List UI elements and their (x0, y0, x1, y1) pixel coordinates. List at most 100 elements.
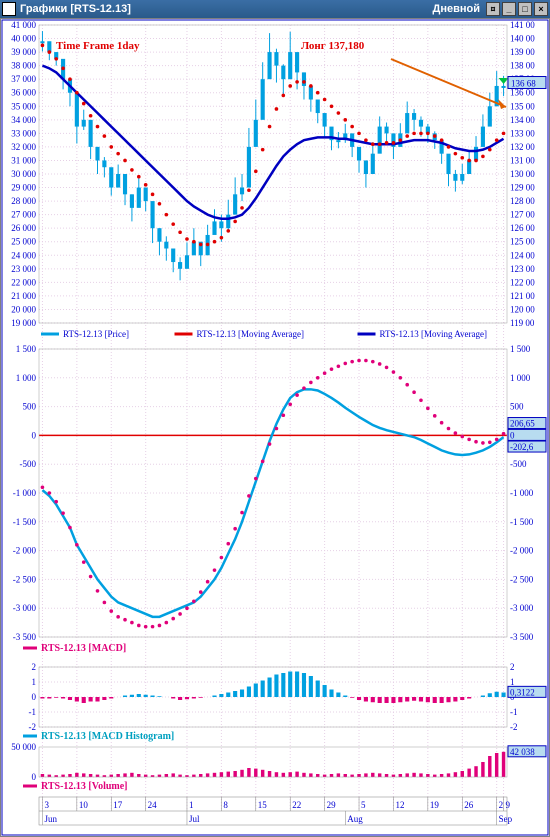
svg-text:RTS-12.13 [Price]: RTS-12.13 [Price] (63, 329, 129, 339)
svg-text:2: 2 (32, 662, 37, 672)
svg-text:40 000: 40 000 (11, 34, 36, 44)
svg-text:123 00: 123 00 (510, 264, 535, 274)
svg-text:50 000: 50 000 (11, 742, 36, 752)
svg-text:17: 17 (113, 800, 123, 810)
svg-text:0: 0 (32, 772, 37, 782)
svg-text:136 00: 136 00 (510, 88, 535, 98)
close-icon[interactable]: × (534, 2, 548, 16)
svg-text:125 00: 125 00 (510, 237, 535, 247)
svg-text:500: 500 (510, 402, 524, 412)
svg-text:28 000: 28 000 (11, 196, 36, 206)
svg-text:RTS-12.13 [Moving Average]: RTS-12.13 [Moving Average] (197, 329, 305, 339)
svg-text:120 00: 120 00 (510, 304, 535, 314)
svg-text:-3 500: -3 500 (13, 632, 37, 642)
svg-text:1 000: 1 000 (16, 373, 37, 383)
svg-text:-2 000: -2 000 (13, 546, 37, 556)
svg-text:-202,6: -202,6 (510, 442, 534, 452)
svg-text:-2 500: -2 500 (13, 574, 37, 584)
svg-text:33 000: 33 000 (11, 128, 36, 138)
svg-text:-500: -500 (20, 459, 37, 469)
svg-text:34 000: 34 000 (11, 115, 36, 125)
svg-text:30 000: 30 000 (11, 169, 36, 179)
svg-text:Jul: Jul (189, 814, 200, 824)
svg-text:1 500: 1 500 (16, 344, 37, 354)
svg-text:140 00: 140 00 (510, 34, 535, 44)
svg-text:20 000: 20 000 (11, 304, 36, 314)
svg-text:0,3122: 0,3122 (510, 687, 535, 697)
svg-text:141 00: 141 00 (510, 20, 535, 30)
svg-text:19 000: 19 000 (11, 318, 36, 328)
svg-text:-1 500: -1 500 (13, 517, 37, 527)
svg-text:12: 12 (395, 800, 404, 810)
svg-text:27 000: 27 000 (11, 210, 36, 220)
svg-text:5: 5 (361, 800, 366, 810)
svg-text:500: 500 (23, 402, 37, 412)
max-icon[interactable]: □ (518, 2, 532, 16)
svg-text:-1: -1 (510, 707, 518, 717)
svg-text:-3 000: -3 000 (13, 603, 37, 613)
svg-text:41 000: 41 000 (11, 20, 36, 30)
svg-text:RTS-12.13 [MACD Histogram]: RTS-12.13 [MACD Histogram] (41, 731, 174, 742)
titlebar[interactable]: Графики [RTS-12.13] Дневной ¤ _ □ × (0, 0, 550, 18)
pin-icon[interactable]: ¤ (486, 2, 500, 16)
svg-text:Sep: Sep (499, 814, 513, 824)
svg-text:132 00: 132 00 (510, 142, 535, 152)
svg-text:139 00: 139 00 (510, 47, 535, 57)
svg-text:134 00: 134 00 (510, 115, 535, 125)
min-icon[interactable]: _ (502, 2, 516, 16)
svg-text:15: 15 (258, 800, 268, 810)
svg-text:29: 29 (327, 800, 337, 810)
svg-text:1: 1 (510, 677, 515, 687)
svg-text:29 000: 29 000 (11, 183, 36, 193)
svg-text:1: 1 (189, 800, 194, 810)
svg-text:0: 0 (32, 430, 37, 440)
svg-text:127 00: 127 00 (510, 210, 535, 220)
svg-text:1 000: 1 000 (510, 373, 531, 383)
svg-text:31 000: 31 000 (11, 155, 36, 165)
svg-text:126 00: 126 00 (510, 223, 535, 233)
svg-text:-1 500: -1 500 (510, 517, 534, 527)
svg-text:130 00: 130 00 (510, 169, 535, 179)
svg-text:Time Frame 1day: Time Frame 1day (56, 40, 140, 52)
svg-text:-1 000: -1 000 (13, 488, 37, 498)
svg-text:25 000: 25 000 (11, 237, 36, 247)
svg-text:RTS-12.13 [Volume]: RTS-12.13 [Volume] (41, 781, 128, 792)
svg-text:24: 24 (148, 800, 158, 810)
svg-text:129 00: 129 00 (510, 183, 535, 193)
svg-text:-500: -500 (510, 459, 527, 469)
svg-text:135 00: 135 00 (510, 101, 535, 111)
svg-text:24 000: 24 000 (11, 250, 36, 260)
svg-text:10: 10 (79, 800, 89, 810)
svg-text:23 000: 23 000 (11, 264, 36, 274)
svg-text:21 000: 21 000 (11, 291, 36, 301)
svg-text:133 00: 133 00 (510, 128, 535, 138)
svg-text:42 038: 42 038 (510, 747, 535, 757)
svg-text:-1 000: -1 000 (510, 488, 534, 498)
svg-text:26: 26 (464, 800, 474, 810)
svg-text:8: 8 (223, 800, 228, 810)
svg-text:RTS-12.13 [MACD]: RTS-12.13 [MACD] (41, 643, 126, 654)
svg-text:-3 000: -3 000 (510, 603, 534, 613)
svg-text:0: 0 (32, 692, 37, 702)
svg-text:206,65: 206,65 (510, 419, 535, 429)
window-title: Графики [RTS-12.13] (20, 3, 131, 15)
svg-text:1 500: 1 500 (510, 344, 531, 354)
svg-text:131 00: 131 00 (510, 155, 535, 165)
svg-text:9: 9 (506, 800, 511, 810)
svg-text:Лонг 137,180: Лонг 137,180 (301, 40, 365, 52)
svg-text:119 00: 119 00 (510, 318, 535, 328)
svg-text:RTS-12.13 [Moving Average]: RTS-12.13 [Moving Average] (380, 329, 488, 339)
svg-text:38 000: 38 000 (11, 61, 36, 71)
svg-text:136 68: 136 68 (511, 79, 536, 89)
svg-text:3: 3 (44, 800, 49, 810)
svg-text:22: 22 (292, 800, 301, 810)
svg-text:2: 2 (499, 800, 504, 810)
svg-text:32 000: 32 000 (11, 142, 36, 152)
svg-text:Aug: Aug (347, 814, 363, 824)
svg-text:35 000: 35 000 (11, 101, 36, 111)
svg-text:138 00: 138 00 (510, 61, 535, 71)
svg-text:0: 0 (510, 430, 515, 440)
svg-text:-2: -2 (29, 722, 37, 732)
svg-text:22 000: 22 000 (11, 277, 36, 287)
svg-text:-2 500: -2 500 (510, 574, 534, 584)
